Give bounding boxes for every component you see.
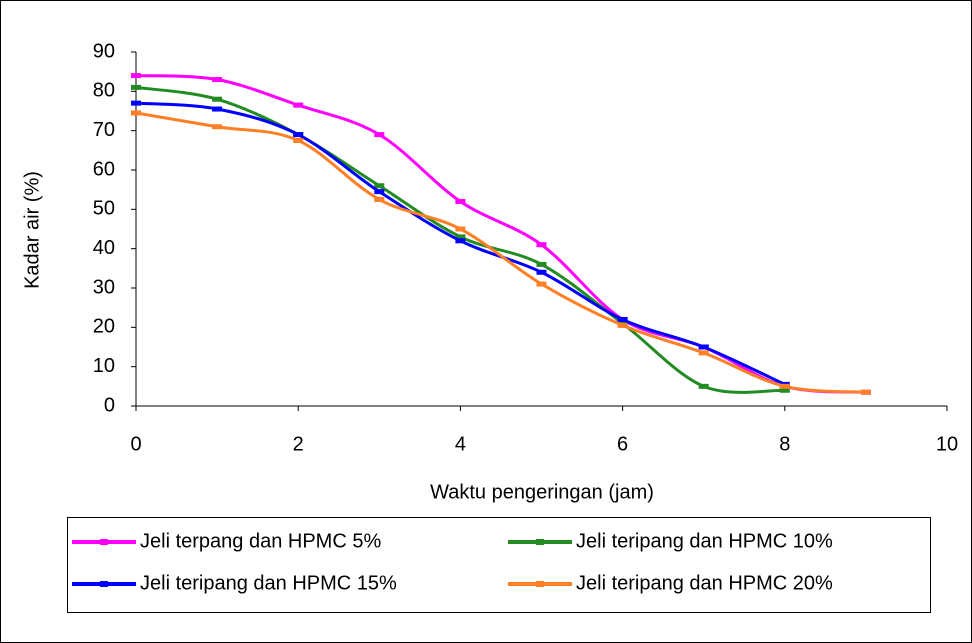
y-tick-label: 40 [93,237,115,259]
y-tick-label: 50 [93,198,115,220]
y-tick-label: 0 [104,394,115,416]
y-tick-label: 10 [93,355,115,377]
y-tick-label: 60 [93,158,115,180]
y-tick-label: 70 [93,119,115,141]
legend-label: Jeli teripang dan HPMC 20% [576,572,833,594]
legend-label: Jeli teripang dan HPMC 15% [140,572,397,594]
y-tick-label: 80 [93,80,115,102]
y-tick-label: 90 [93,40,115,62]
legend-label: Jeli teripang dan HPMC 10% [576,530,833,552]
x-axis-label: Waktu pengeringan (jam) [430,481,654,503]
x-tick-label: 6 [617,433,628,455]
x-tick-label: 8 [779,433,790,455]
x-tick-label: 4 [455,433,466,455]
x-tick-label: 10 [936,433,958,455]
y-axis-label: Kadar air (%) [21,171,43,289]
x-tick-label: 0 [130,433,141,455]
page: {"chart_data": {"type": "line", "x_label… [0,0,972,643]
x-tick-label: 2 [293,433,304,455]
y-tick-label: 20 [93,316,115,338]
y-tick-label: 30 [93,276,115,298]
legend-label: Jeli terpang dan HPMC 5% [140,530,381,552]
chart: Kadar air (%) Waktu pengeringan (jam) 0 1… [0,0,972,643]
